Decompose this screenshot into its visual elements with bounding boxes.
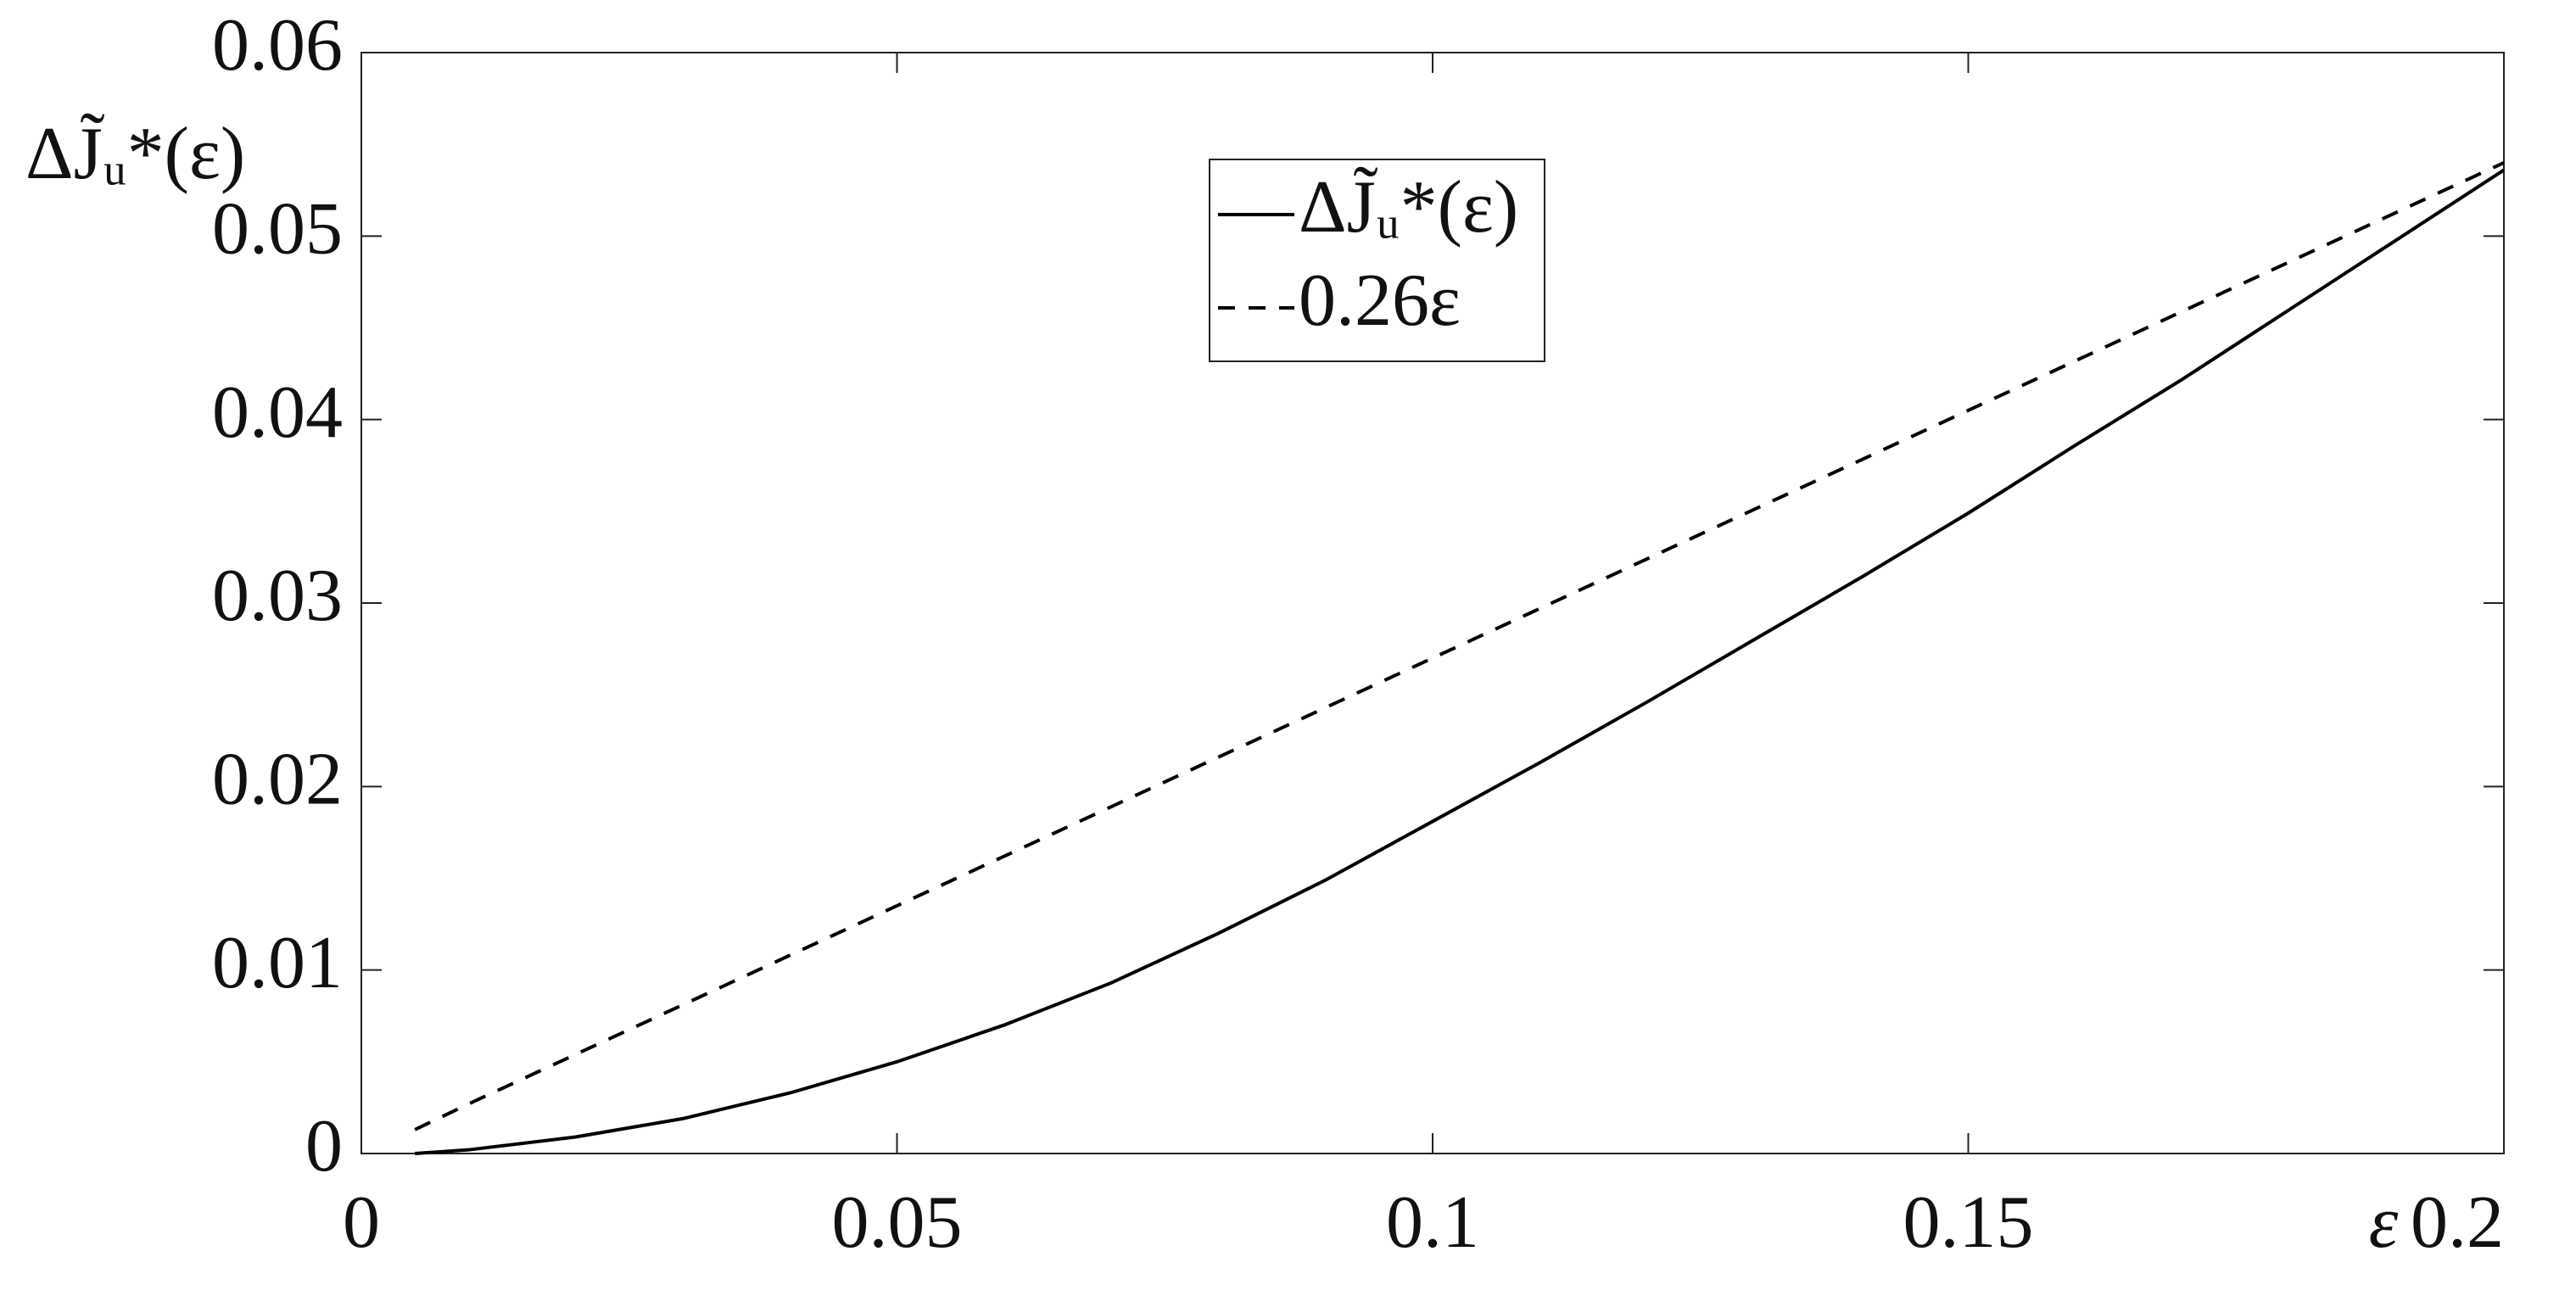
series-line: [414, 160, 2505, 1131]
y-tick-label: 0.02: [212, 739, 343, 821]
x-tick-label: 0.05: [832, 1181, 963, 1264]
legend-label: ΔJ̃ᵤ*(ε): [1299, 165, 1518, 249]
x-tick-label: 0.1: [1386, 1181, 1479, 1264]
x-axis-label: ε: [2369, 1181, 2399, 1264]
x-tick-label: 0: [343, 1181, 380, 1264]
y-tick-label: 0.01: [212, 922, 343, 1004]
x-tick-label: 0.2: [2411, 1181, 2504, 1264]
x-tick-label: 0.15: [1903, 1181, 2034, 1264]
y-axis-label: ΔJ̃ᵤ*(ε): [25, 112, 245, 195]
y-tick-label: 0.05: [212, 188, 343, 271]
y-tick-label: 0.04: [212, 371, 343, 454]
legend-box: [1209, 159, 1545, 362]
y-tick-label: 0: [305, 1105, 343, 1187]
series-line: [415, 168, 2506, 1155]
y-tick-label: 0.06: [212, 4, 343, 87]
legend-label: 0.26ε: [1299, 260, 1461, 342]
y-tick-label: 0.03: [212, 555, 343, 637]
